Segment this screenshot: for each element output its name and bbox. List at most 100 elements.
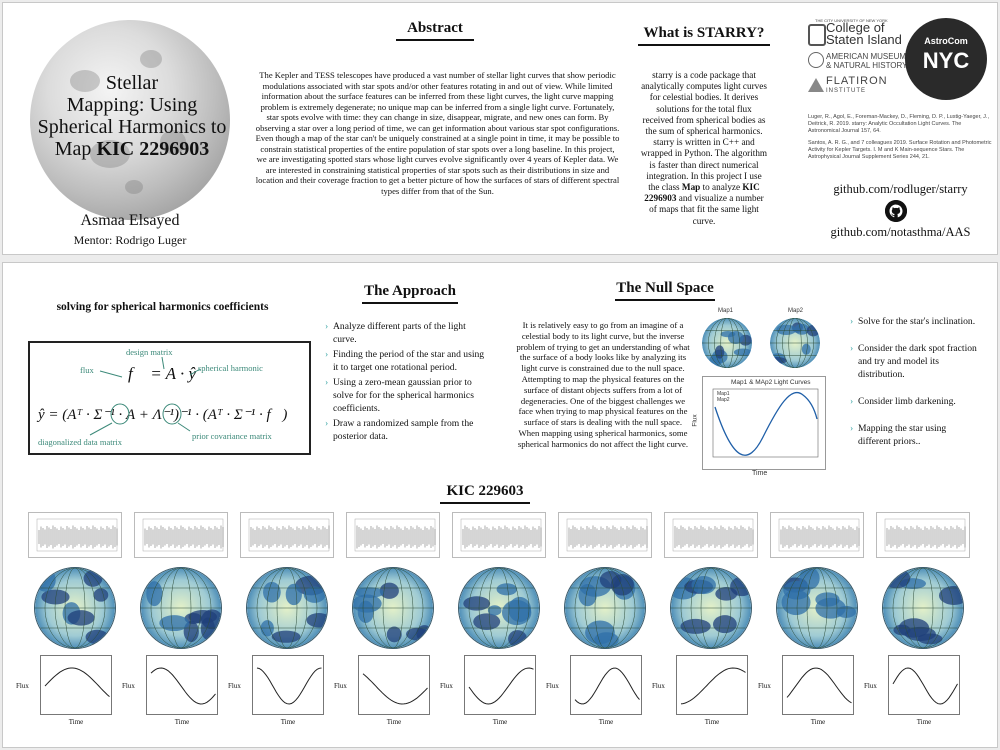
next-step-item: Solve for the star's inclination. [850, 315, 980, 328]
fitted-lightcurve-plot [358, 655, 430, 715]
map1-sphere [702, 318, 752, 368]
time-axis-label: Time [68, 718, 84, 726]
equation-arrows [89, 356, 201, 436]
flux-axis-label: Flux [122, 682, 135, 690]
fitted-lightcurve-plot [570, 655, 642, 715]
star-map-sphere [352, 567, 434, 649]
github-icon [885, 200, 907, 222]
star-map-sphere [458, 567, 540, 649]
nullspace-heading: The Null Space [605, 280, 725, 301]
flux-axis-label: Flux [228, 682, 241, 690]
map2-sphere [770, 318, 820, 368]
csi-logo-text: College of Staten Island [826, 20, 902, 47]
author-name: Asmaa Elsayed [80, 212, 180, 229]
time-axis-label: Time [704, 718, 720, 726]
nullspace-plot-title: Map1 & MAp2 Light Curves [731, 379, 811, 386]
reference-item: Luger, R., Agol, E., Foreman-Mackey, D.,… [808, 114, 989, 134]
legend-map1: Map1 [717, 391, 730, 397]
approach-list: Analyze different parts of the light cur… [325, 320, 490, 445]
nullspace-text: It is relatively easy to go from an imag… [516, 320, 690, 449]
time-axis-label: Time [598, 718, 614, 726]
amnh-logo-icon [808, 52, 824, 68]
approach-item: Analyze different parts of the light cur… [325, 320, 490, 346]
approach-item: Using a zero-mean gaussian prior to solv… [325, 376, 490, 415]
kic-heading: KIC 229603 [430, 483, 540, 504]
fitted-lightcurve-plot [464, 655, 536, 715]
fitted-lightcurve-plot [40, 655, 112, 715]
astrocom-logo: AstroCom NYC [905, 18, 987, 100]
star-map-sphere [776, 567, 858, 649]
label-spherical-harmonic: spherical harmonic [198, 363, 263, 373]
mentor-name: Mentor: Rodrigo Luger [73, 233, 187, 247]
aas-link[interactable]: github.com/notasthma/AAS [830, 225, 971, 239]
time-axis-label: Time [492, 718, 508, 726]
flux-axis-label: Flux [16, 682, 29, 690]
fitted-lightcurve-plot [146, 655, 218, 715]
nullspace-ylabel: Flux [691, 414, 699, 427]
csi-logo-icon [808, 24, 826, 46]
star-map-sphere [564, 567, 646, 649]
starry-heading: What is STARRY? [630, 25, 778, 46]
starry-text: starry is a code package that analytical… [640, 70, 768, 226]
raw-lightcurve-plot [240, 512, 334, 558]
raw-lightcurve-plot [346, 512, 440, 558]
next-step-item: Consider limb darkening. [850, 395, 980, 408]
time-axis-label: Time [810, 718, 826, 726]
time-axis-label: Time [916, 718, 932, 726]
raw-lightcurve-plot [134, 512, 228, 558]
approach-heading: The Approach [350, 283, 470, 304]
flux-axis-label: Flux [334, 682, 347, 690]
star-map-sphere [882, 567, 964, 649]
fitted-lightcurve-plot [782, 655, 854, 715]
flux-axis-label: Flux [864, 682, 877, 690]
map1-label: Map1 [718, 308, 734, 314]
flatiron-logo-icon [808, 78, 824, 92]
poster-title: Stellar Mapping: Using Spherical Harmoni… [37, 72, 227, 160]
nullspace-xlabel: Time [752, 470, 768, 477]
flatiron-logo-text: FLATIRON INSTITUTE [826, 75, 888, 95]
nullspace-lightcurve-plot: Map1 & MAp2 Light Curves Map1 Map2 Flux [692, 376, 826, 470]
time-axis-label: Time [386, 718, 402, 726]
references: Luger, R., Agol, E., Foreman-Mackey, D.,… [808, 114, 993, 166]
approach-item: Finding the period of the star and using… [325, 348, 490, 374]
fitted-lightcurve-plot [252, 655, 324, 715]
label-prior-cov: prior covariance matrix [192, 431, 272, 441]
star-map-sphere [246, 567, 328, 649]
next-step-item: Consider the dark spot fraction and try … [850, 342, 980, 381]
csi-small-text: THE CITY UNIVERSITY OF NEW YORK [815, 18, 888, 23]
next-step-item: Mapping the star using different priors.… [850, 422, 980, 448]
legend-map2: Map2 [717, 397, 730, 403]
approach-item: Draw a randomized sample from the poster… [325, 417, 490, 443]
star-map-sphere [670, 567, 752, 649]
flux-axis-label: Flux [758, 682, 771, 690]
flux-axis-label: Flux [440, 682, 453, 690]
flux-axis-label: Flux [652, 682, 665, 690]
fitted-lightcurve-plot [676, 655, 748, 715]
abstract-heading: Abstract [370, 20, 500, 41]
time-axis-label: Time [280, 718, 296, 726]
equation-box: design matrix flux spherical harmonic f⃗… [28, 341, 311, 455]
map2-label: Map2 [788, 308, 804, 314]
starry-link[interactable]: github.com/rodluger/starry [833, 182, 968, 196]
star-map-sphere [140, 567, 222, 649]
star-map-sphere [34, 567, 116, 649]
raw-lightcurve-plot [452, 512, 546, 558]
abstract-text: The Kepler and TESS telescopes have prod… [255, 70, 620, 196]
label-flux: flux [80, 365, 94, 375]
reference-item: Santos, A. R. G., and 7 colleagues 2019.… [808, 140, 992, 160]
raw-lightcurve-plot [28, 512, 122, 558]
time-axis-label: Time [174, 718, 190, 726]
raw-lightcurve-plot [558, 512, 652, 558]
flux-axis-label: Flux [546, 682, 559, 690]
solve-title: solving for spherical harmonics coeffici… [56, 301, 269, 313]
label-diag-matrix: diagonalized data matrix [38, 437, 123, 447]
fitted-lightcurve-plot [888, 655, 960, 715]
equation-forward: f⃗ = A · ŷ [128, 364, 196, 383]
label-design-matrix: design matrix [126, 347, 173, 357]
raw-lightcurve-plot [664, 512, 758, 558]
amnh-logo-text: AMERICAN MUSEUM & NATURAL HISTORY [826, 52, 908, 70]
raw-lightcurve-plot [770, 512, 864, 558]
moon-image [30, 20, 230, 220]
raw-lightcurve-plot [876, 512, 970, 558]
next-steps-list: Solve for the star's inclination. Consid… [850, 315, 980, 462]
